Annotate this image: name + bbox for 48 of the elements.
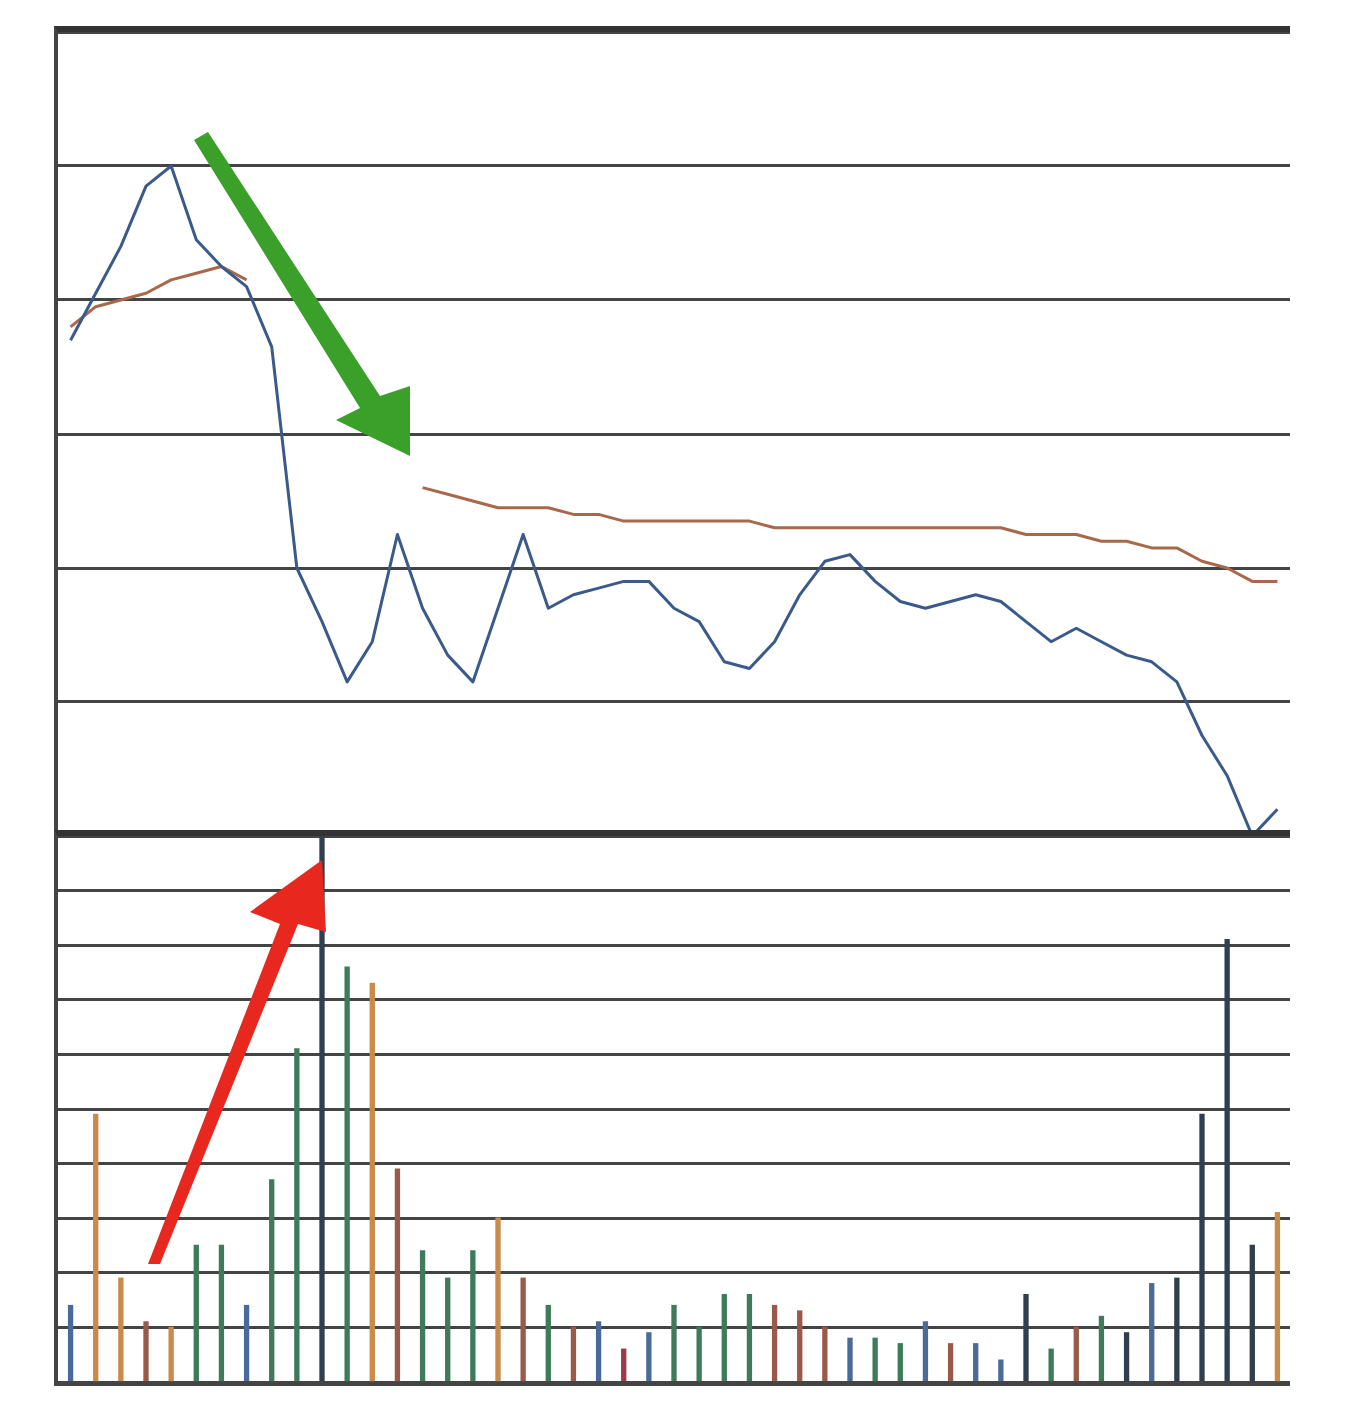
- bar: [1098, 1315, 1105, 1382]
- bar: [1123, 1332, 1130, 1382]
- bar: [118, 1277, 124, 1382]
- bar: [1023, 1293, 1029, 1382]
- bar: [822, 1326, 828, 1382]
- bar: [595, 1321, 602, 1382]
- bar: [721, 1293, 727, 1382]
- bar: [168, 1326, 174, 1382]
- bar: [1048, 1348, 1054, 1382]
- bar: [1274, 1212, 1281, 1382]
- bar: [872, 1337, 878, 1382]
- bar: [193, 1244, 199, 1382]
- bar: [671, 1304, 677, 1382]
- bar: [445, 1277, 451, 1382]
- bar: [771, 1304, 778, 1382]
- bar: [1224, 939, 1230, 1382]
- bar: [419, 1250, 426, 1382]
- bar: [294, 1048, 300, 1382]
- bar: [1199, 1113, 1205, 1382]
- bar: [520, 1277, 526, 1382]
- bar: [797, 1310, 803, 1382]
- bar: [973, 1343, 979, 1382]
- bar: [646, 1332, 652, 1382]
- bar: [269, 1179, 275, 1382]
- bar: [1249, 1244, 1255, 1382]
- bar: [93, 1113, 99, 1382]
- bar: [369, 982, 375, 1382]
- bar: [545, 1304, 551, 1382]
- bar: [1149, 1283, 1155, 1382]
- bar: [67, 1304, 74, 1382]
- bar: [218, 1244, 225, 1382]
- bar: [621, 1348, 627, 1382]
- bar: [922, 1321, 929, 1382]
- bar: [470, 1250, 476, 1382]
- bar: [746, 1293, 753, 1382]
- bar: [344, 966, 350, 1382]
- bar: [495, 1217, 501, 1382]
- bar: [1174, 1277, 1180, 1382]
- bar: [847, 1337, 853, 1382]
- bar: [143, 1321, 149, 1382]
- bar: [570, 1326, 577, 1382]
- bar: [998, 1359, 1004, 1382]
- bar: [897, 1343, 903, 1382]
- bar: [947, 1343, 954, 1382]
- bar: [696, 1326, 702, 1382]
- bar: [243, 1304, 250, 1382]
- bar: [394, 1168, 401, 1382]
- bar: [1073, 1326, 1079, 1382]
